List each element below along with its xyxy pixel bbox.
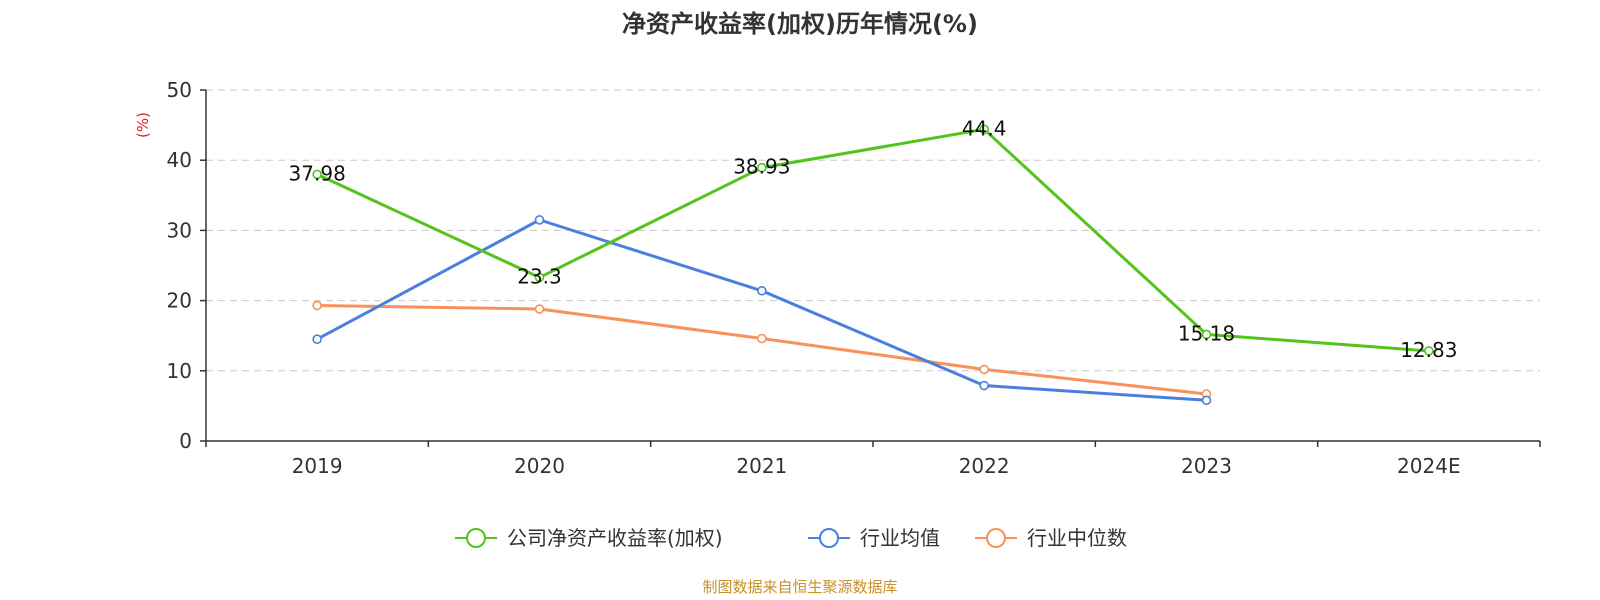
legend-label: 行业中位数 xyxy=(1027,526,1127,550)
x-tick-label: 2022 xyxy=(959,454,1010,478)
data-point xyxy=(312,300,322,311)
series-1 xyxy=(312,215,1212,406)
data-label: 15.18 xyxy=(1178,321,1235,345)
series-line xyxy=(316,127,1429,353)
series-line xyxy=(317,304,1207,396)
legend-item-1: 行业均值 xyxy=(808,526,940,550)
y-tick-label: 10 xyxy=(167,359,192,383)
y-axis-label: (%) xyxy=(134,112,152,138)
data-labels: 37.98 23.3 38.93 44.4 15.18 12.83 xyxy=(289,116,1458,362)
data-point xyxy=(1201,329,1212,340)
data-point xyxy=(534,272,545,283)
data-label: 37.98 xyxy=(289,161,346,185)
x-tick-label: 2020 xyxy=(514,454,565,478)
y-tick-label: 30 xyxy=(167,218,192,242)
data-point xyxy=(979,380,989,391)
data-point xyxy=(979,124,989,135)
data-point xyxy=(1201,395,1212,406)
legend-item-0: 公司净资产收益率(加权) xyxy=(455,526,723,550)
chart-title: 净资产收益率(加权)历年情况(%) xyxy=(622,10,978,38)
series-0 xyxy=(312,124,1434,356)
y-tick-label: 0 xyxy=(179,429,192,453)
data-point xyxy=(979,364,989,375)
series-2 xyxy=(312,300,1212,399)
x-tick-label: 2021 xyxy=(736,454,787,478)
data-point xyxy=(757,333,767,344)
x-tick-label: 2019 xyxy=(292,454,343,478)
legend-marker xyxy=(986,528,1006,548)
series-line xyxy=(316,218,1207,402)
legend-marker xyxy=(466,528,486,548)
legend-item-2: 行业中位数 xyxy=(975,526,1127,550)
legend: 公司净资产收益率(加权) 行业均值 行业中位数 xyxy=(455,526,1127,550)
data-point xyxy=(757,162,767,173)
data-point xyxy=(1424,346,1434,356)
data-point xyxy=(312,334,322,345)
data-point xyxy=(757,285,767,296)
y-tick-label: 20 xyxy=(167,289,192,313)
data-point xyxy=(534,304,545,314)
x-tick-label: 2024E xyxy=(1397,454,1461,478)
source-note: 制图数据来自恒生聚源数据库 xyxy=(702,578,897,596)
data-label: 12.83 xyxy=(1400,338,1457,362)
legend-marker xyxy=(819,528,839,548)
y-tick-label: 50 xyxy=(167,78,192,102)
y-tick-label: 40 xyxy=(167,148,192,172)
data-label: 44.4 xyxy=(962,116,1007,140)
legend-label: 行业均值 xyxy=(860,526,940,550)
grid-lines xyxy=(206,89,1540,372)
legend-label: 公司净资产收益率(加权) xyxy=(507,526,723,550)
x-tick-label: 2023 xyxy=(1181,454,1232,478)
data-label: 38.93 xyxy=(733,155,790,179)
data-label: 23.3 xyxy=(517,264,562,288)
data-point xyxy=(312,169,322,180)
data-point xyxy=(534,215,545,225)
series-lines xyxy=(312,124,1434,406)
axes: 0 10 20 30 40 50 2019 2020 2021 2022 2023 2024E xyxy=(167,78,1541,478)
